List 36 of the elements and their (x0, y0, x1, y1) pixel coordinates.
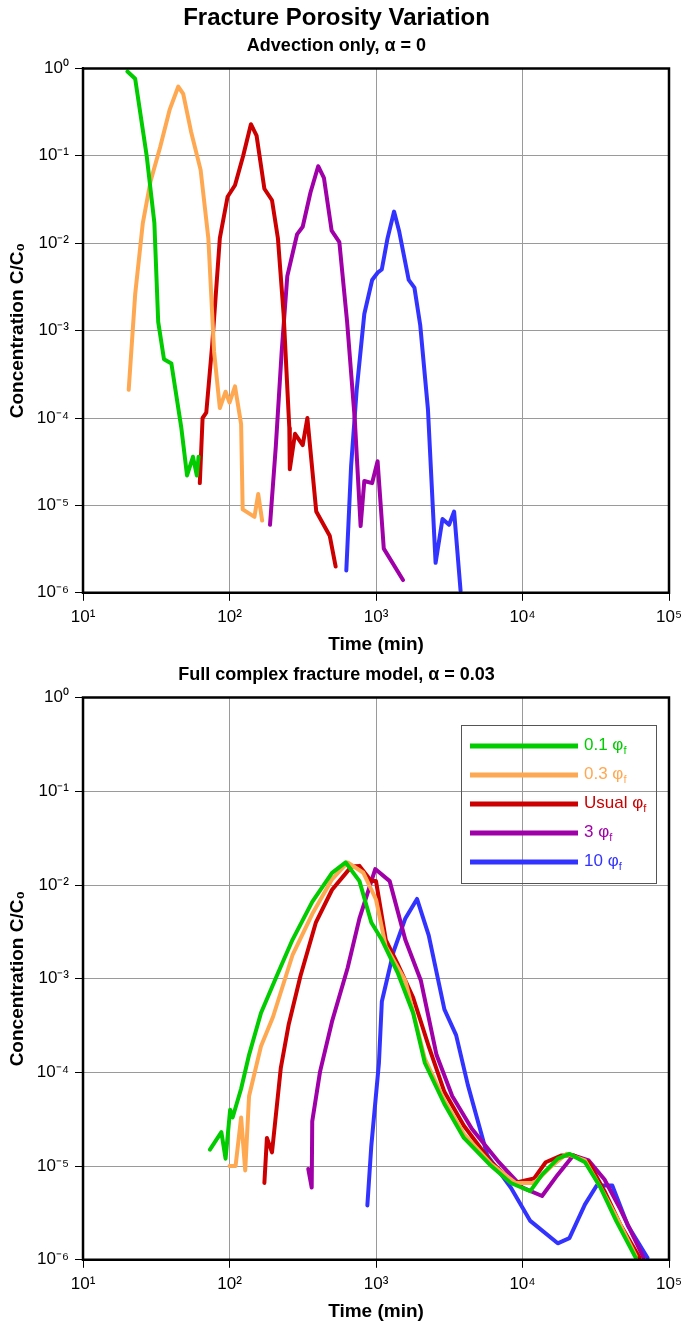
y-tick-label: 10⁻⁶ (37, 1249, 70, 1269)
x-tick-label: 10⁴ (509, 1273, 536, 1293)
text: 0.1 φ$_{f}$ (584, 735, 627, 757)
x-tick-label: 10² (217, 606, 243, 626)
y-tick-label: 10⁻⁵ (37, 495, 70, 515)
chart-title: Fracture Porosity Variation (183, 3, 490, 31)
x-axis-title: Time (min) (328, 1299, 424, 1321)
y-tick-label: 10⁻⁵ (37, 1155, 70, 1175)
y-tick-label: 10⁻² (38, 874, 70, 894)
x-tick-label: 10² (217, 1273, 243, 1293)
x-tick-label: 10¹ (70, 606, 96, 626)
y-tick-label: 10⁻² (38, 232, 70, 252)
y-tick-label: 10⁰ (44, 58, 70, 78)
text: 3 φ$_{f}$ (584, 822, 613, 844)
text: 0.3 φ$_{f}$ (584, 764, 627, 786)
y-tick-label: 10⁻⁴ (36, 407, 70, 427)
x-tick-label: 10⁴ (509, 606, 536, 626)
x-tick-label: 10¹ (70, 1273, 96, 1293)
y-tick-label: 10⁻⁴ (36, 1062, 70, 1082)
text: 10 φ$_{f}$ (584, 851, 622, 873)
y-tick-label: 10⁻¹ (38, 145, 70, 165)
x-tick-label: 10⁵ (656, 606, 682, 626)
y-axis-title: Concentration C/C₀ (5, 242, 27, 419)
x-axis-title: Time (min) (328, 632, 424, 654)
x-tick-label: 10⁵ (656, 1273, 682, 1293)
y-tick-label: 10⁰ (44, 687, 70, 707)
x-tick-label: 10³ (363, 1273, 389, 1293)
y-tick-label: 10⁻³ (38, 320, 70, 340)
text: Usual φ$_{f}$ (584, 793, 647, 815)
chart-subtitle: Advection only, α = 0 (246, 34, 427, 55)
y-tick-label: 10⁻⁶ (37, 582, 70, 602)
y-tick-label: 10⁻³ (38, 968, 70, 988)
y-tick-label: 10⁻¹ (38, 780, 70, 800)
chart-title: Full complex fracture model, α = 0.03 (178, 663, 495, 684)
y-axis-title: Concentration C/C₀ (5, 891, 27, 1067)
x-tick-label: 10³ (363, 606, 389, 626)
